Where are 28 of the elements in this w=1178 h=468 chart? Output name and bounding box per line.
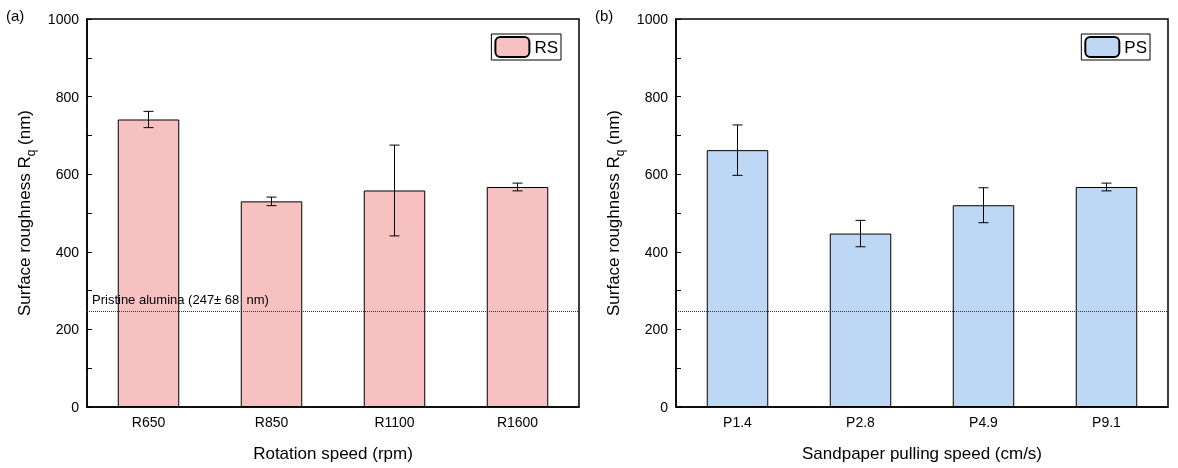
y-tick-label: 400 bbox=[644, 243, 669, 260]
y-axis-title: Surface roughness Rq (nm) bbox=[15, 109, 38, 317]
x-axis-title: Sandpaper pulling speed (cm/s) bbox=[801, 444, 1043, 463]
x-tick-label: P2.8 bbox=[846, 414, 876, 430]
y-axis-title: Surface roughness Rq (nm) bbox=[604, 109, 627, 317]
y-tick-label: 800 bbox=[55, 88, 80, 105]
y-tick-label: 600 bbox=[644, 166, 669, 183]
x-tick-label: R1600 bbox=[496, 414, 539, 430]
y-tick-label: 200 bbox=[644, 321, 669, 338]
x-axis-title: Rotation speed (rpm) bbox=[253, 444, 413, 463]
y-tick-label: 1000 bbox=[47, 11, 80, 27]
x-tick-label: R850 bbox=[254, 414, 289, 430]
y-tick-label: 0 bbox=[660, 399, 669, 415]
x-tick-label: R1100 bbox=[374, 414, 415, 430]
y-tick-label: 600 bbox=[55, 166, 80, 183]
y-tick-label: 0 bbox=[71, 399, 80, 415]
x-tick-label: P9.1 bbox=[1092, 414, 1122, 430]
text: (a) bbox=[6, 7, 25, 24]
y-tick-label: 400 bbox=[55, 243, 80, 260]
y-tick-label: 200 bbox=[55, 321, 80, 338]
y-tick-label: 800 bbox=[644, 88, 669, 105]
y-tick-label: 1000 bbox=[636, 11, 669, 27]
text: (b) bbox=[595, 7, 614, 24]
x-tick-label: P1.4 bbox=[723, 414, 753, 430]
x-tick-label: P4.9 bbox=[969, 414, 999, 430]
x-tick-label: R650 bbox=[131, 414, 166, 430]
legend-label: PS bbox=[1124, 37, 1148, 57]
legend-label: RS bbox=[534, 37, 559, 57]
